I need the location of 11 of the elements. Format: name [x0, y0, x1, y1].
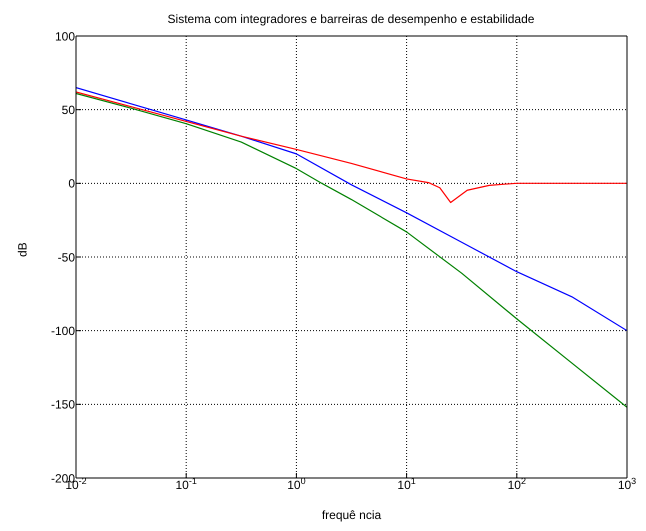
y-tick-label: 0 — [68, 176, 76, 191]
y-tick-label: -50 — [58, 250, 76, 264]
y-axis-title: dB — [15, 242, 30, 257]
y-tick-label: 50 — [62, 102, 76, 117]
chart-title: Sistema com integradores e barreiras de desempenho e estabilidade — [166, 12, 536, 26]
x-axis-title: frequê ncia — [322, 508, 382, 522]
y-tick-label: -150 — [50, 398, 76, 412]
x-tick-label: 10$^{3}$ — [618, 476, 636, 492]
line-series — [76, 86, 627, 332]
y-tick-label: 100 — [54, 29, 76, 44]
y-tick-label: -100 — [50, 324, 76, 338]
